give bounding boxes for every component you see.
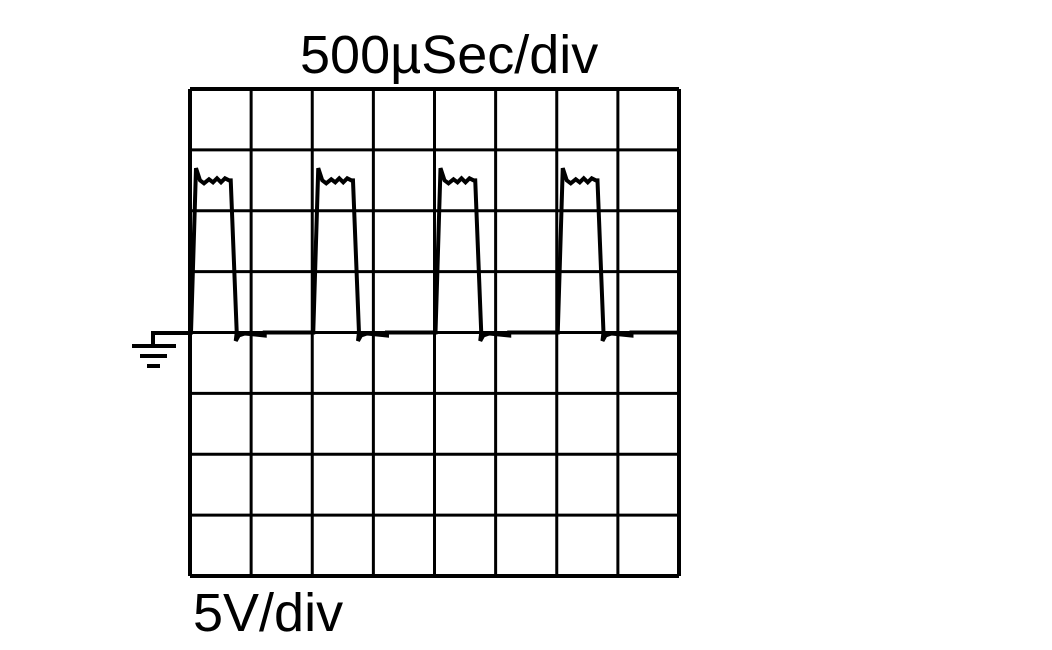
time-base-label: 500µSec/div <box>300 25 599 85</box>
waveform-trace <box>189 167 679 342</box>
volt-scale-label: 5V/div <box>193 583 344 643</box>
ground-symbol-icon <box>132 331 190 368</box>
